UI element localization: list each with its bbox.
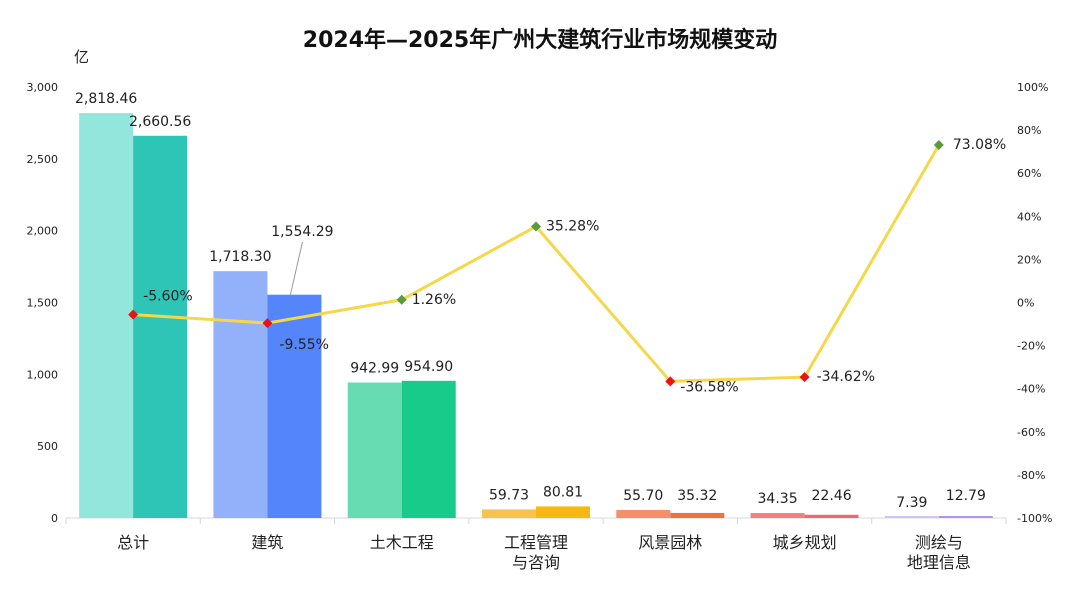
category-label: 总计 <box>117 533 149 552</box>
category-label: 地理信息 <box>907 553 971 572</box>
category-label: 风景园林 <box>638 533 702 552</box>
category-label: 土木工程 <box>370 533 434 552</box>
bar-2024 <box>884 516 939 518</box>
data-label: 80.81 <box>543 484 583 500</box>
growth-marker <box>531 221 541 232</box>
y2-tick-label: -100% <box>1017 512 1052 525</box>
y2-tick-label: -40% <box>1017 383 1045 396</box>
y2-tick-label: 60% <box>1017 167 1041 180</box>
bar-2024 <box>616 509 671 518</box>
data-label: 2,660.56 <box>129 114 191 130</box>
y-tick-label: 1,500 <box>27 297 59 310</box>
bar-2025 <box>133 135 188 518</box>
growth-label: 1.26% <box>412 292 456 308</box>
data-label: 954.90 <box>404 359 453 375</box>
category-label: 建筑 <box>251 533 283 552</box>
y-axis-unit: 亿 <box>74 48 90 66</box>
growth-label: -9.55% <box>279 337 329 353</box>
growth-marker <box>396 294 407 305</box>
chart-title: 2024年—2025年广州大建筑行业市场规模变动 <box>302 28 778 53</box>
data-label: 1,718.30 <box>209 249 271 265</box>
data-label: 1,554.29 <box>271 224 333 240</box>
y2-tick-label: -20% <box>1017 340 1045 353</box>
data-label: 12.79 <box>946 488 986 504</box>
data-label: 34.35 <box>758 491 798 507</box>
data-label: 35.32 <box>677 488 717 504</box>
bar-2025 <box>267 294 322 518</box>
growth-label: -5.60% <box>143 289 193 305</box>
growth-marker <box>262 318 273 329</box>
y-tick-label: 500 <box>37 440 58 453</box>
category-label: 测绘与 <box>915 533 963 552</box>
growth-marker <box>799 372 810 383</box>
data-label: 942.99 <box>350 361 399 377</box>
bar-2024 <box>750 513 805 518</box>
category-label: 城乡规划 <box>773 533 837 552</box>
y2-tick-label: -80% <box>1017 469 1045 482</box>
y2-tick-label: 80% <box>1017 124 1041 137</box>
bar-2025 <box>401 380 456 518</box>
growth-label: -34.62% <box>817 369 875 385</box>
bar-2024 <box>213 271 268 518</box>
category-label: 工程管理 <box>504 533 568 552</box>
data-label: 55.70 <box>623 488 663 504</box>
y-tick-label: 1,000 <box>27 368 59 381</box>
bar-2025 <box>670 512 725 518</box>
bar-2024 <box>347 382 402 518</box>
growth-marker <box>933 140 944 151</box>
y-tick-label: 3,000 <box>27 81 59 94</box>
bar-2024 <box>79 113 134 519</box>
y2-tick-label: -60% <box>1017 426 1045 439</box>
y2-tick-label: 40% <box>1017 210 1041 223</box>
data-label: 22.46 <box>812 488 852 504</box>
y-tick-label: 2,000 <box>27 225 59 238</box>
growth-label: 35.28% <box>546 218 599 234</box>
data-label-leader <box>289 241 303 295</box>
bar-2024 <box>482 509 536 518</box>
data-label: 7.39 <box>896 495 927 511</box>
growth-marker <box>128 309 139 320</box>
y2-tick-label: 100% <box>1017 81 1048 94</box>
growth-label: -36.58% <box>680 379 738 395</box>
data-label: 59.73 <box>489 487 529 503</box>
bar-2025 <box>804 514 859 518</box>
y-tick-label: 2,500 <box>27 153 59 166</box>
y2-tick-label: 0% <box>1017 297 1034 310</box>
bar-2025 <box>938 516 993 518</box>
bar-2025 <box>536 506 590 518</box>
category-label: 与咨询 <box>512 553 560 572</box>
y-tick-label: 0 <box>51 512 58 525</box>
growth-marker <box>665 376 676 387</box>
growth-label: 73.08% <box>953 137 1006 153</box>
y2-tick-label: 20% <box>1017 253 1041 266</box>
data-label: 2,818.46 <box>75 91 137 107</box>
